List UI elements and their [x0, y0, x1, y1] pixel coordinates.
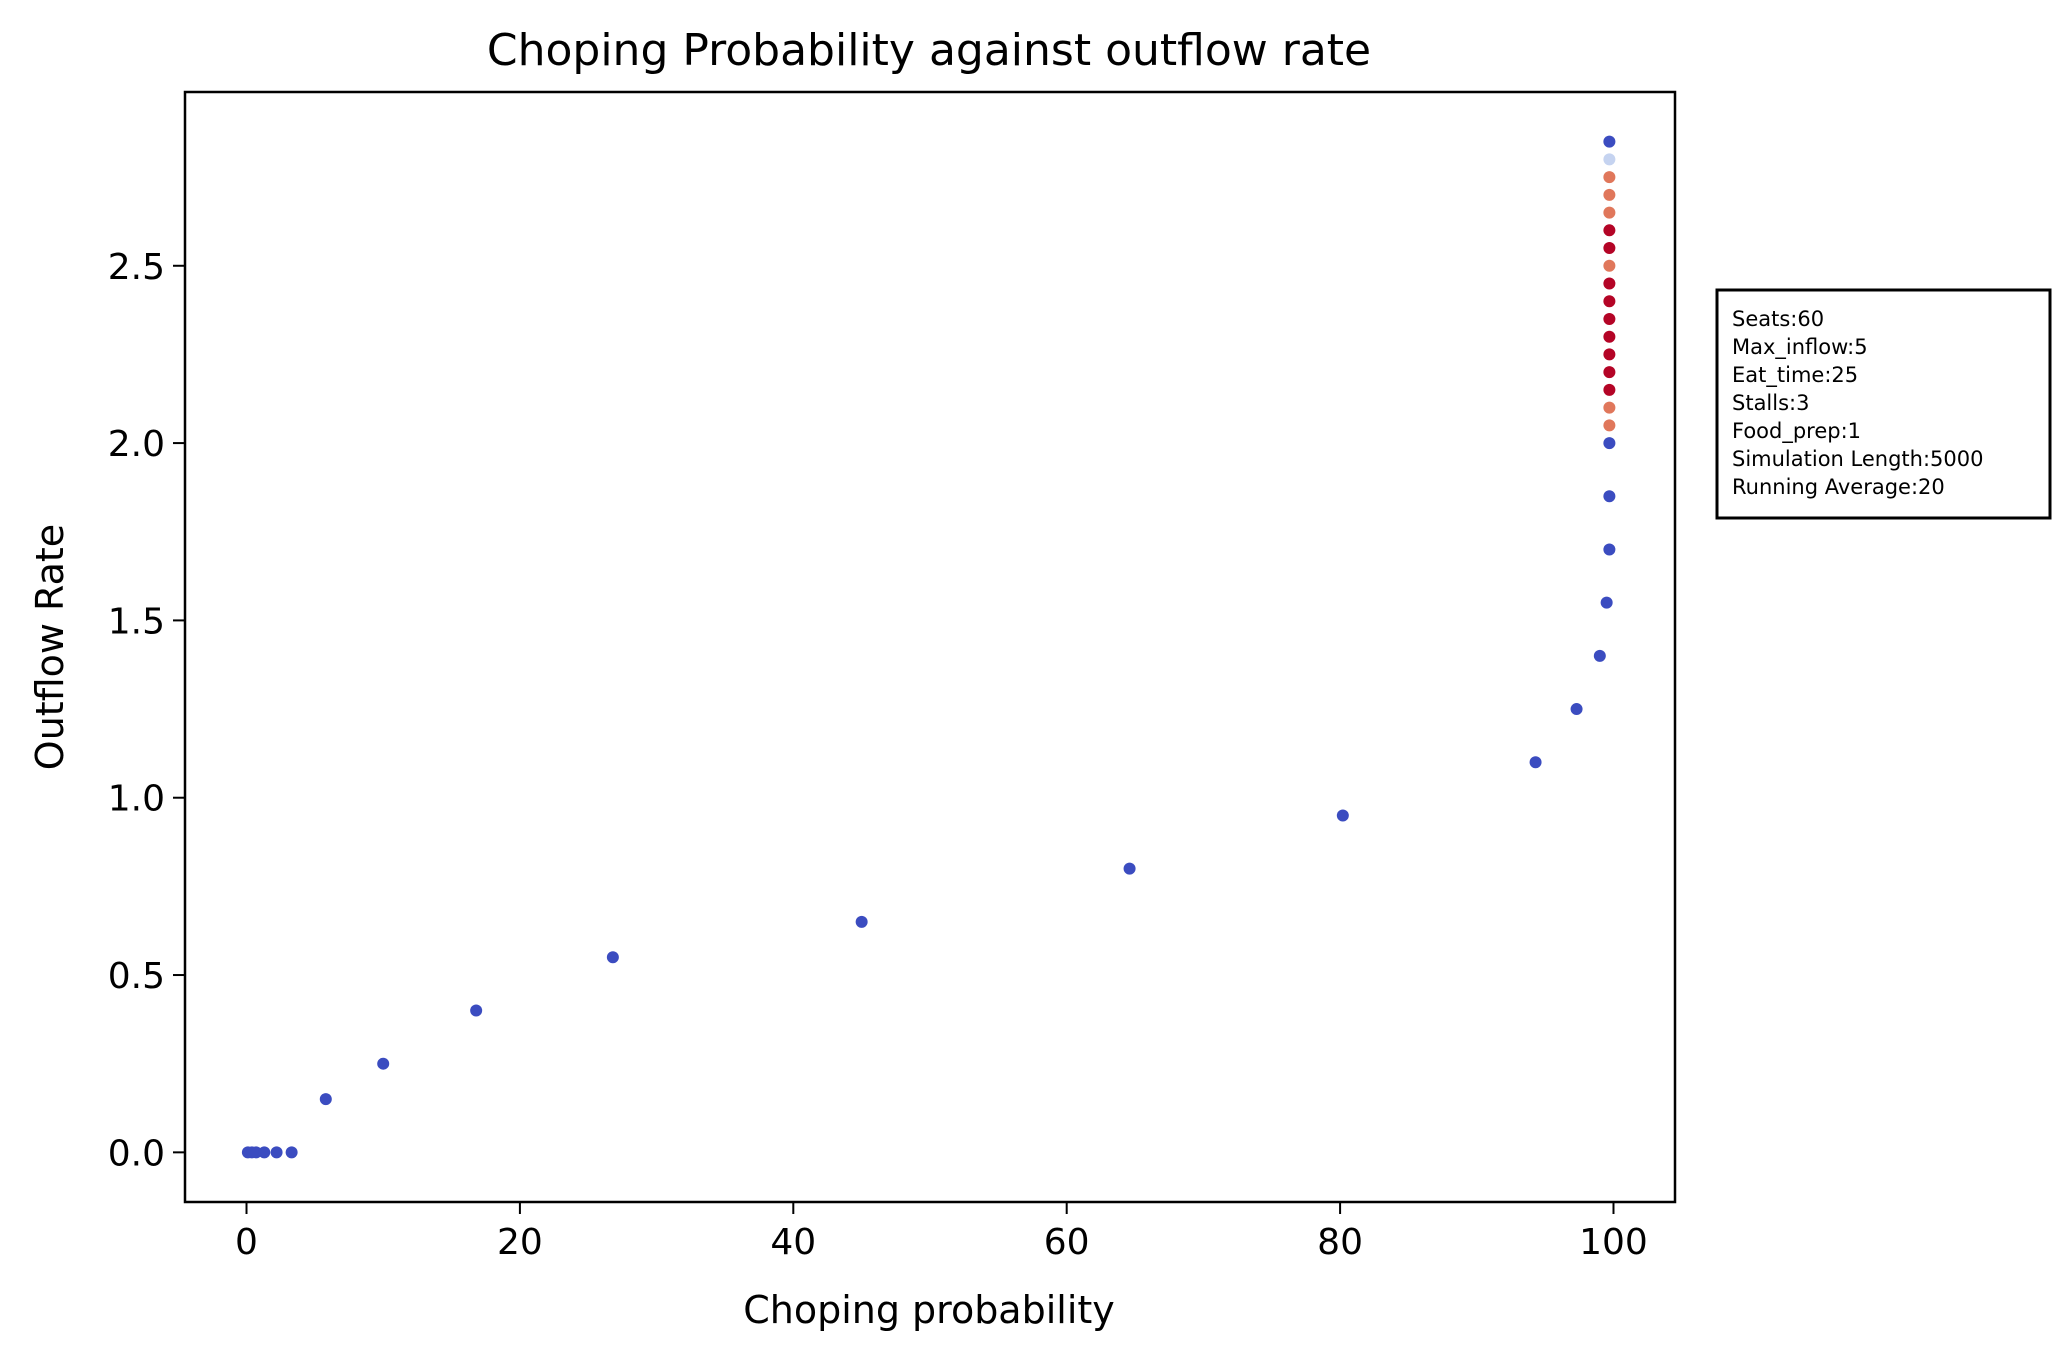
data-point	[1603, 401, 1616, 414]
data-point	[1336, 809, 1349, 822]
data-point	[1593, 649, 1606, 662]
data-point	[1603, 348, 1616, 361]
data-point	[1603, 277, 1616, 290]
annotation-line-running-average: Running Average:20	[1732, 475, 1945, 499]
data-point	[606, 951, 619, 964]
data-point	[1603, 224, 1616, 237]
data-point	[1603, 490, 1616, 503]
data-point	[1603, 188, 1616, 201]
data-point	[1603, 171, 1616, 184]
data-point	[270, 1146, 283, 1159]
data-point	[1603, 135, 1616, 148]
data-point	[319, 1093, 332, 1106]
x-tick-label: 20	[497, 1222, 543, 1263]
annotation-line-stalls: Stalls:3	[1732, 391, 1809, 415]
data-point	[1603, 242, 1616, 255]
data-point	[855, 915, 868, 928]
y-tick-label: 2.5	[108, 247, 165, 288]
data-point	[1603, 330, 1616, 343]
data-point	[1570, 703, 1583, 716]
y-tick-label: 2.0	[108, 424, 165, 465]
data-point	[1603, 419, 1616, 432]
y-tick-label: 1.5	[108, 601, 165, 642]
data-point	[1600, 596, 1613, 609]
x-axis-ticks: 0 20 40 60 80 100	[235, 1202, 1648, 1263]
plot-area: 0 20 40 60 80 100 0.0 0.5 1.0 1.5 2.0 2.5	[108, 90, 1677, 1263]
annotation-line-seats: Seats:60	[1732, 307, 1824, 331]
y-tick-label: 0.5	[108, 956, 165, 997]
data-points	[241, 135, 1616, 1159]
data-point	[1529, 756, 1542, 769]
data-point	[258, 1146, 271, 1159]
axes-frame	[183, 90, 1677, 1204]
data-point	[1603, 153, 1616, 166]
y-axis-label: Outflow Rate	[28, 524, 72, 770]
x-axis-label: Choping probability	[743, 1288, 1115, 1332]
data-point	[1603, 295, 1616, 308]
parameters-annotation-box: Seats:60 Max_inflow:5 Eat_time:25 Stalls…	[1715, 288, 2052, 520]
annotation-box-frame	[1715, 288, 2052, 520]
data-point	[1603, 543, 1616, 556]
annotation-line-eat-time: Eat_time:25	[1732, 363, 1858, 388]
x-tick-label: 0	[235, 1222, 258, 1263]
data-point	[1603, 312, 1616, 325]
data-point	[470, 1004, 483, 1017]
data-point	[1603, 437, 1616, 450]
y-tick-label: 1.0	[108, 779, 165, 820]
y-tick-label: 0.0	[108, 1133, 165, 1174]
x-tick-label: 80	[1317, 1222, 1363, 1263]
data-point	[1603, 383, 1616, 396]
annotation-line-simulation-length: Simulation Length:5000	[1732, 447, 1984, 471]
x-tick-label: 40	[770, 1222, 816, 1263]
y-axis-ticks: 0.0 0.5 1.0 1.5 2.0 2.5	[108, 247, 185, 1174]
data-point	[1603, 259, 1616, 272]
data-point	[1603, 366, 1616, 379]
data-point	[250, 1146, 263, 1159]
data-point	[1603, 206, 1616, 219]
data-point	[285, 1146, 298, 1159]
chart-title: Choping Probability against outflow rate	[487, 25, 1371, 76]
x-tick-label: 100	[1579, 1222, 1648, 1263]
x-tick-label: 60	[1044, 1222, 1090, 1263]
data-point	[1123, 862, 1136, 875]
annotation-line-food-prep: Food_prep:1	[1732, 419, 1861, 444]
annotation-line-max-inflow: Max_inflow:5	[1732, 335, 1868, 360]
data-point	[377, 1057, 390, 1070]
